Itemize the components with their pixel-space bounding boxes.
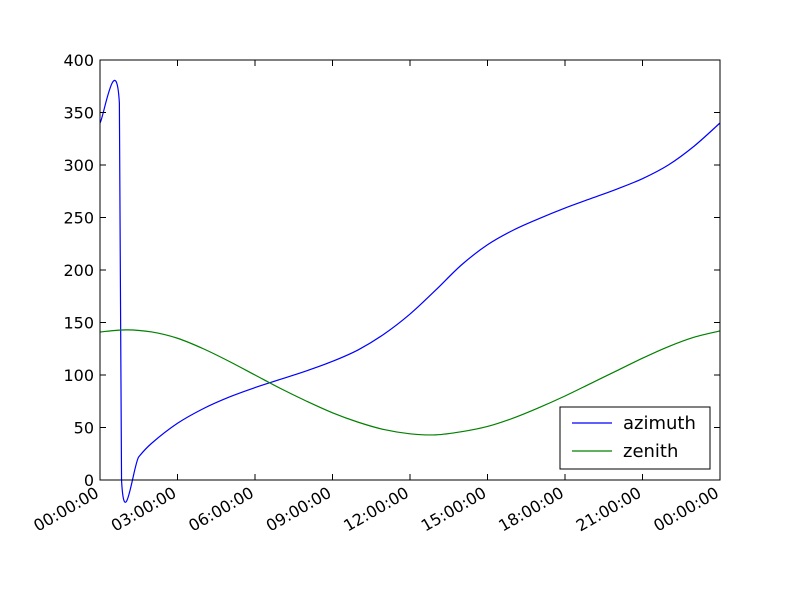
y-tick-label: 300: [63, 156, 94, 175]
y-tick-label: 250: [63, 209, 94, 228]
legend-box: [559, 406, 711, 470]
series-layer: [99, 79, 721, 503]
legend-label-zenith: zenith: [623, 441, 678, 462]
legend-label-azimuth: azimuth: [623, 413, 696, 434]
y-tick-label: 400: [63, 51, 94, 70]
y-tick-label: 150: [63, 314, 94, 333]
series-line-zenith: [99, 329, 721, 436]
y-tick-label: 100: [63, 366, 94, 385]
y-tick-label: 50: [74, 419, 94, 438]
legend: azimuth zenith: [559, 406, 711, 470]
y-tick-label: 350: [63, 104, 94, 123]
series-line-azimuth: [99, 79, 721, 503]
axes-frame: [99, 59, 721, 481]
y-tick-label: 200: [63, 261, 94, 280]
y-tick-label: 0: [84, 471, 94, 490]
